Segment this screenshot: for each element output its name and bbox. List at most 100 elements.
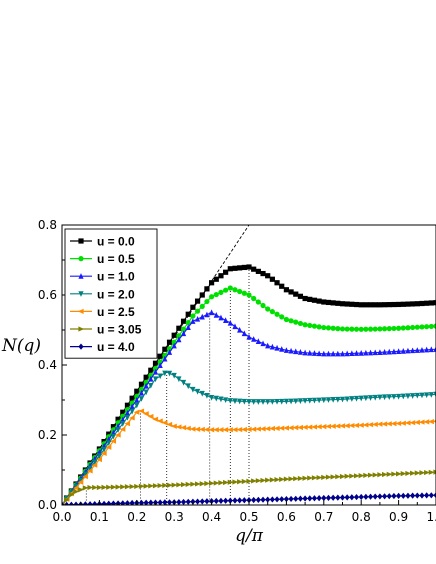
data-point [297, 349, 304, 355]
y-tick-label: 0.8 [38, 218, 57, 232]
data-point [410, 347, 416, 354]
data-point [241, 426, 247, 433]
x-tick-label: 0.2 [127, 510, 146, 524]
data-point [260, 302, 266, 309]
data-point [92, 459, 98, 466]
data-point [259, 426, 266, 432]
data-point [138, 408, 145, 414]
data-point [190, 304, 196, 310]
series-5 [62, 469, 436, 505]
data-point [260, 496, 266, 503]
data-point [349, 396, 355, 402]
data-point [307, 349, 313, 356]
data-point [171, 423, 177, 429]
data-point [176, 376, 182, 383]
data-point [180, 318, 187, 324]
data-point [209, 394, 215, 401]
x-axis-title: q/π [235, 526, 264, 546]
data-point [218, 273, 224, 279]
legend: u = 0.0 u = 0.5 u = 1.0 u = 2.0 u = 2.5 u = 3… [64, 228, 158, 359]
x-tick-label: 0.8 [352, 510, 371, 524]
data-point [395, 420, 402, 427]
data-point [82, 471, 88, 478]
data-point [176, 325, 182, 331]
data-point [292, 425, 299, 431]
series-1 [62, 285, 436, 505]
data-point [260, 270, 266, 277]
plot-clip-group [62, 225, 436, 505]
data-point [110, 433, 117, 440]
data-point [260, 477, 267, 484]
data-point [223, 287, 229, 293]
data-point [320, 424, 327, 430]
x-tick-label: 0.0 [52, 510, 71, 524]
data-point [162, 499, 168, 505]
data-point [367, 493, 374, 500]
data-point [246, 264, 252, 270]
data-point [199, 498, 205, 505]
data-point [223, 317, 229, 323]
data-point [428, 323, 434, 330]
data-point [316, 298, 322, 304]
data-point [330, 474, 337, 480]
data-point [246, 333, 252, 340]
data-point [82, 501, 88, 505]
data-point [148, 375, 154, 382]
x-tick-label: 0.3 [165, 510, 184, 524]
data-point [194, 481, 201, 487]
data-point [204, 498, 210, 505]
data-point [204, 311, 210, 318]
data-point [176, 336, 182, 343]
legend-label: u = 3.05 [97, 323, 142, 337]
data-point [134, 388, 140, 394]
data-point [279, 476, 285, 482]
data-point [293, 291, 299, 297]
data-point [391, 492, 397, 500]
data-point [227, 497, 233, 504]
data-point [96, 453, 102, 460]
data-point [288, 289, 294, 295]
data-point [176, 498, 182, 505]
data-point [161, 420, 168, 426]
data-point [147, 413, 154, 420]
data-point [279, 314, 285, 320]
data-point [185, 425, 191, 431]
data-point [194, 298, 201, 304]
data-point [138, 483, 145, 489]
data-point [363, 472, 369, 478]
data-point [316, 397, 322, 404]
data-point [269, 309, 275, 315]
data-point [367, 395, 374, 401]
data-point [180, 379, 187, 386]
data-point [363, 326, 369, 332]
data-point [185, 319, 191, 326]
plot-area [62, 225, 436, 505]
data-point [129, 499, 135, 505]
data-point [148, 382, 154, 389]
data-point [330, 494, 336, 501]
data-point [396, 471, 402, 477]
data-point [433, 469, 436, 475]
legend-swatch-marker [78, 273, 84, 279]
data-point [358, 422, 364, 428]
data-point [218, 396, 224, 403]
data-point [288, 495, 294, 503]
data-point [92, 500, 98, 505]
data-point [297, 320, 304, 327]
data-point [377, 349, 383, 355]
data-point [391, 348, 397, 355]
data-point [251, 336, 257, 342]
data-point [185, 324, 191, 330]
data-point [269, 343, 275, 350]
data-point [330, 350, 336, 357]
data-point [414, 324, 420, 330]
data-point [264, 426, 271, 432]
data-point [241, 290, 247, 296]
data-point [297, 424, 304, 431]
data-point [307, 322, 313, 329]
data-point [106, 500, 112, 505]
data-point [148, 483, 154, 489]
data-point [423, 419, 430, 425]
data-point [372, 326, 378, 332]
